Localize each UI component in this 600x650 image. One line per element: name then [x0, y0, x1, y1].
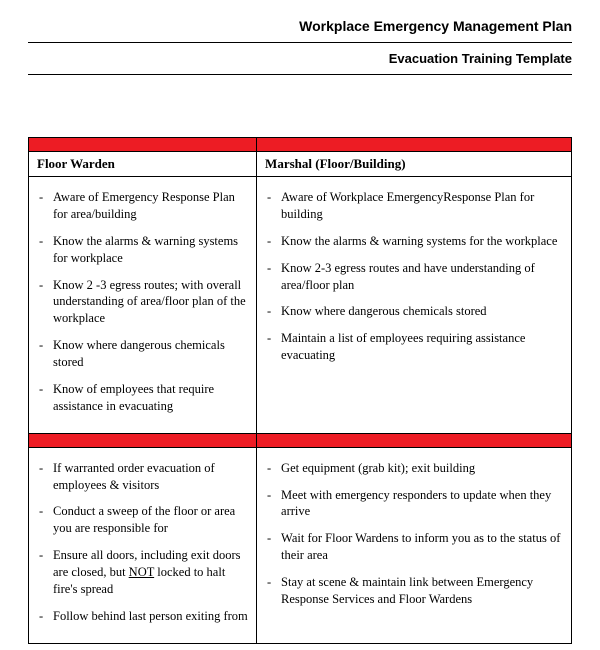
header-floor-warden: Floor Warden	[29, 152, 257, 177]
list-item: Stay at scene & maintain link between Em…	[279, 574, 563, 608]
header-block: Workplace Emergency Management Plan Evac…	[28, 18, 572, 75]
list-item: Know 2 -3 egress routes; with overall un…	[51, 277, 248, 328]
list-item: If warranted order evacuation of employe…	[51, 460, 248, 494]
list-item: Know 2-3 egress routes and have understa…	[279, 260, 563, 294]
list-item: Know where dangerous chemicals stored	[51, 337, 248, 371]
list-item: Follow behind last person exiting from	[51, 608, 248, 625]
spacer	[28, 81, 572, 137]
section1-left-list: Aware of Emergency Response Plan for are…	[37, 189, 248, 415]
section1-left-cell: Aware of Emergency Response Plan for are…	[29, 177, 257, 434]
list-item: Aware of Emergency Response Plan for are…	[51, 189, 248, 223]
list-item: Aware of Workplace EmergencyResponse Pla…	[279, 189, 563, 223]
main-title: Workplace Emergency Management Plan	[28, 18, 572, 40]
list-item: Get equipment (grab kit); exit building	[279, 460, 563, 477]
list-item: Know where dangerous chemicals stored	[279, 303, 563, 320]
section-1-row: Aware of Emergency Response Plan for are…	[29, 177, 572, 434]
document-page: Workplace Emergency Management Plan Evac…	[0, 0, 600, 644]
section2-right-list: Get equipment (grab kit); exit building …	[265, 460, 563, 608]
red-band-1	[29, 138, 572, 152]
list-item: Know the alarms & warning systems for wo…	[51, 233, 248, 267]
section1-right-list: Aware of Workplace EmergencyResponse Pla…	[265, 189, 563, 364]
sub-title: Evacuation Training Template	[28, 49, 572, 72]
section2-left-list: If warranted order evacuation of employe…	[37, 460, 248, 625]
section2-left-cell: If warranted order evacuation of employe…	[29, 447, 257, 643]
rule-bottom	[28, 74, 572, 75]
list-item: Meet with emergency responders to update…	[279, 487, 563, 521]
list-item: Wait for Floor Wardens to inform you as …	[279, 530, 563, 564]
section1-right-cell: Aware of Workplace EmergencyResponse Pla…	[257, 177, 572, 434]
section2-right-cell: Get equipment (grab kit); exit building …	[257, 447, 572, 643]
emphasis-not: NOT	[129, 565, 154, 579]
list-item: Conduct a sweep of the floor or area you…	[51, 503, 248, 537]
list-item: Know the alarms & warning systems for th…	[279, 233, 563, 250]
red-band-2	[29, 433, 572, 447]
rule-top	[28, 42, 572, 43]
roles-table: Floor Warden Marshal (Floor/Building) Aw…	[28, 137, 572, 644]
column-headers: Floor Warden Marshal (Floor/Building)	[29, 152, 572, 177]
list-item: Know of employees that require assistanc…	[51, 381, 248, 415]
header-marshal: Marshal (Floor/Building)	[257, 152, 572, 177]
list-item: Maintain a list of employees requiring a…	[279, 330, 563, 364]
list-item: Ensure all doors, including exit doors a…	[51, 547, 248, 598]
section-2-row: If warranted order evacuation of employe…	[29, 447, 572, 643]
